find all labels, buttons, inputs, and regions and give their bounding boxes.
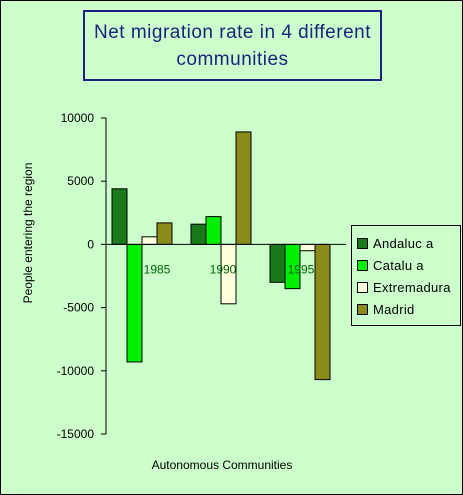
bar-catalu-a-1990 bbox=[205, 216, 222, 245]
y-tick-label: -5000 bbox=[63, 301, 94, 315]
x-category-label: 1985 bbox=[144, 262, 171, 276]
legend-swatch bbox=[357, 237, 368, 249]
bar-madrid-1995 bbox=[314, 243, 331, 381]
legend-swatch bbox=[357, 259, 368, 271]
legend-item: Andaluc a bbox=[357, 232, 460, 254]
y-tick-label: -15000 bbox=[57, 427, 95, 441]
y-tick-label: -10000 bbox=[57, 364, 95, 378]
legend-item: Catalu a bbox=[357, 254, 460, 276]
x-category-label: 1995 bbox=[288, 262, 315, 276]
bar-catalu-a-1985 bbox=[126, 243, 143, 363]
chart-title: Net migration rate in 4 different commun… bbox=[93, 21, 371, 70]
legend-item: Extremadura bbox=[357, 276, 460, 298]
bar-madrid-1985 bbox=[156, 222, 173, 245]
bar-extremadura-1995 bbox=[299, 243, 316, 252]
legend-label: Catalu a bbox=[373, 257, 424, 273]
bar-andaluc-a-1995 bbox=[269, 243, 286, 283]
legend-item: Madrid bbox=[357, 298, 460, 320]
legend-swatch bbox=[357, 303, 368, 315]
bar-andaluc-a-1985 bbox=[111, 188, 128, 245]
bar-andaluc-a-1990 bbox=[190, 223, 207, 245]
x-axis-title: Autonomous Communities bbox=[152, 458, 293, 472]
bar-madrid-1990 bbox=[235, 131, 252, 245]
y-tick-label: 5000 bbox=[67, 174, 94, 188]
x-category-label: 1990 bbox=[210, 262, 237, 276]
chart-title-box: Net migration rate in 4 different commun… bbox=[83, 10, 382, 81]
legend-label: Madrid bbox=[373, 301, 415, 317]
y-tick-label: 10000 bbox=[61, 111, 95, 125]
legend-label: Extremadura bbox=[373, 279, 451, 295]
legend-label: Andaluc a bbox=[373, 235, 434, 251]
y-axis-title: People entering the region bbox=[21, 163, 35, 304]
y-tick-label: 0 bbox=[87, 237, 94, 251]
bar-extremadura-1985 bbox=[141, 236, 158, 245]
legend: Andaluc a Catalu a Extremadura Madrid bbox=[351, 225, 461, 326]
legend-swatch bbox=[357, 281, 368, 293]
